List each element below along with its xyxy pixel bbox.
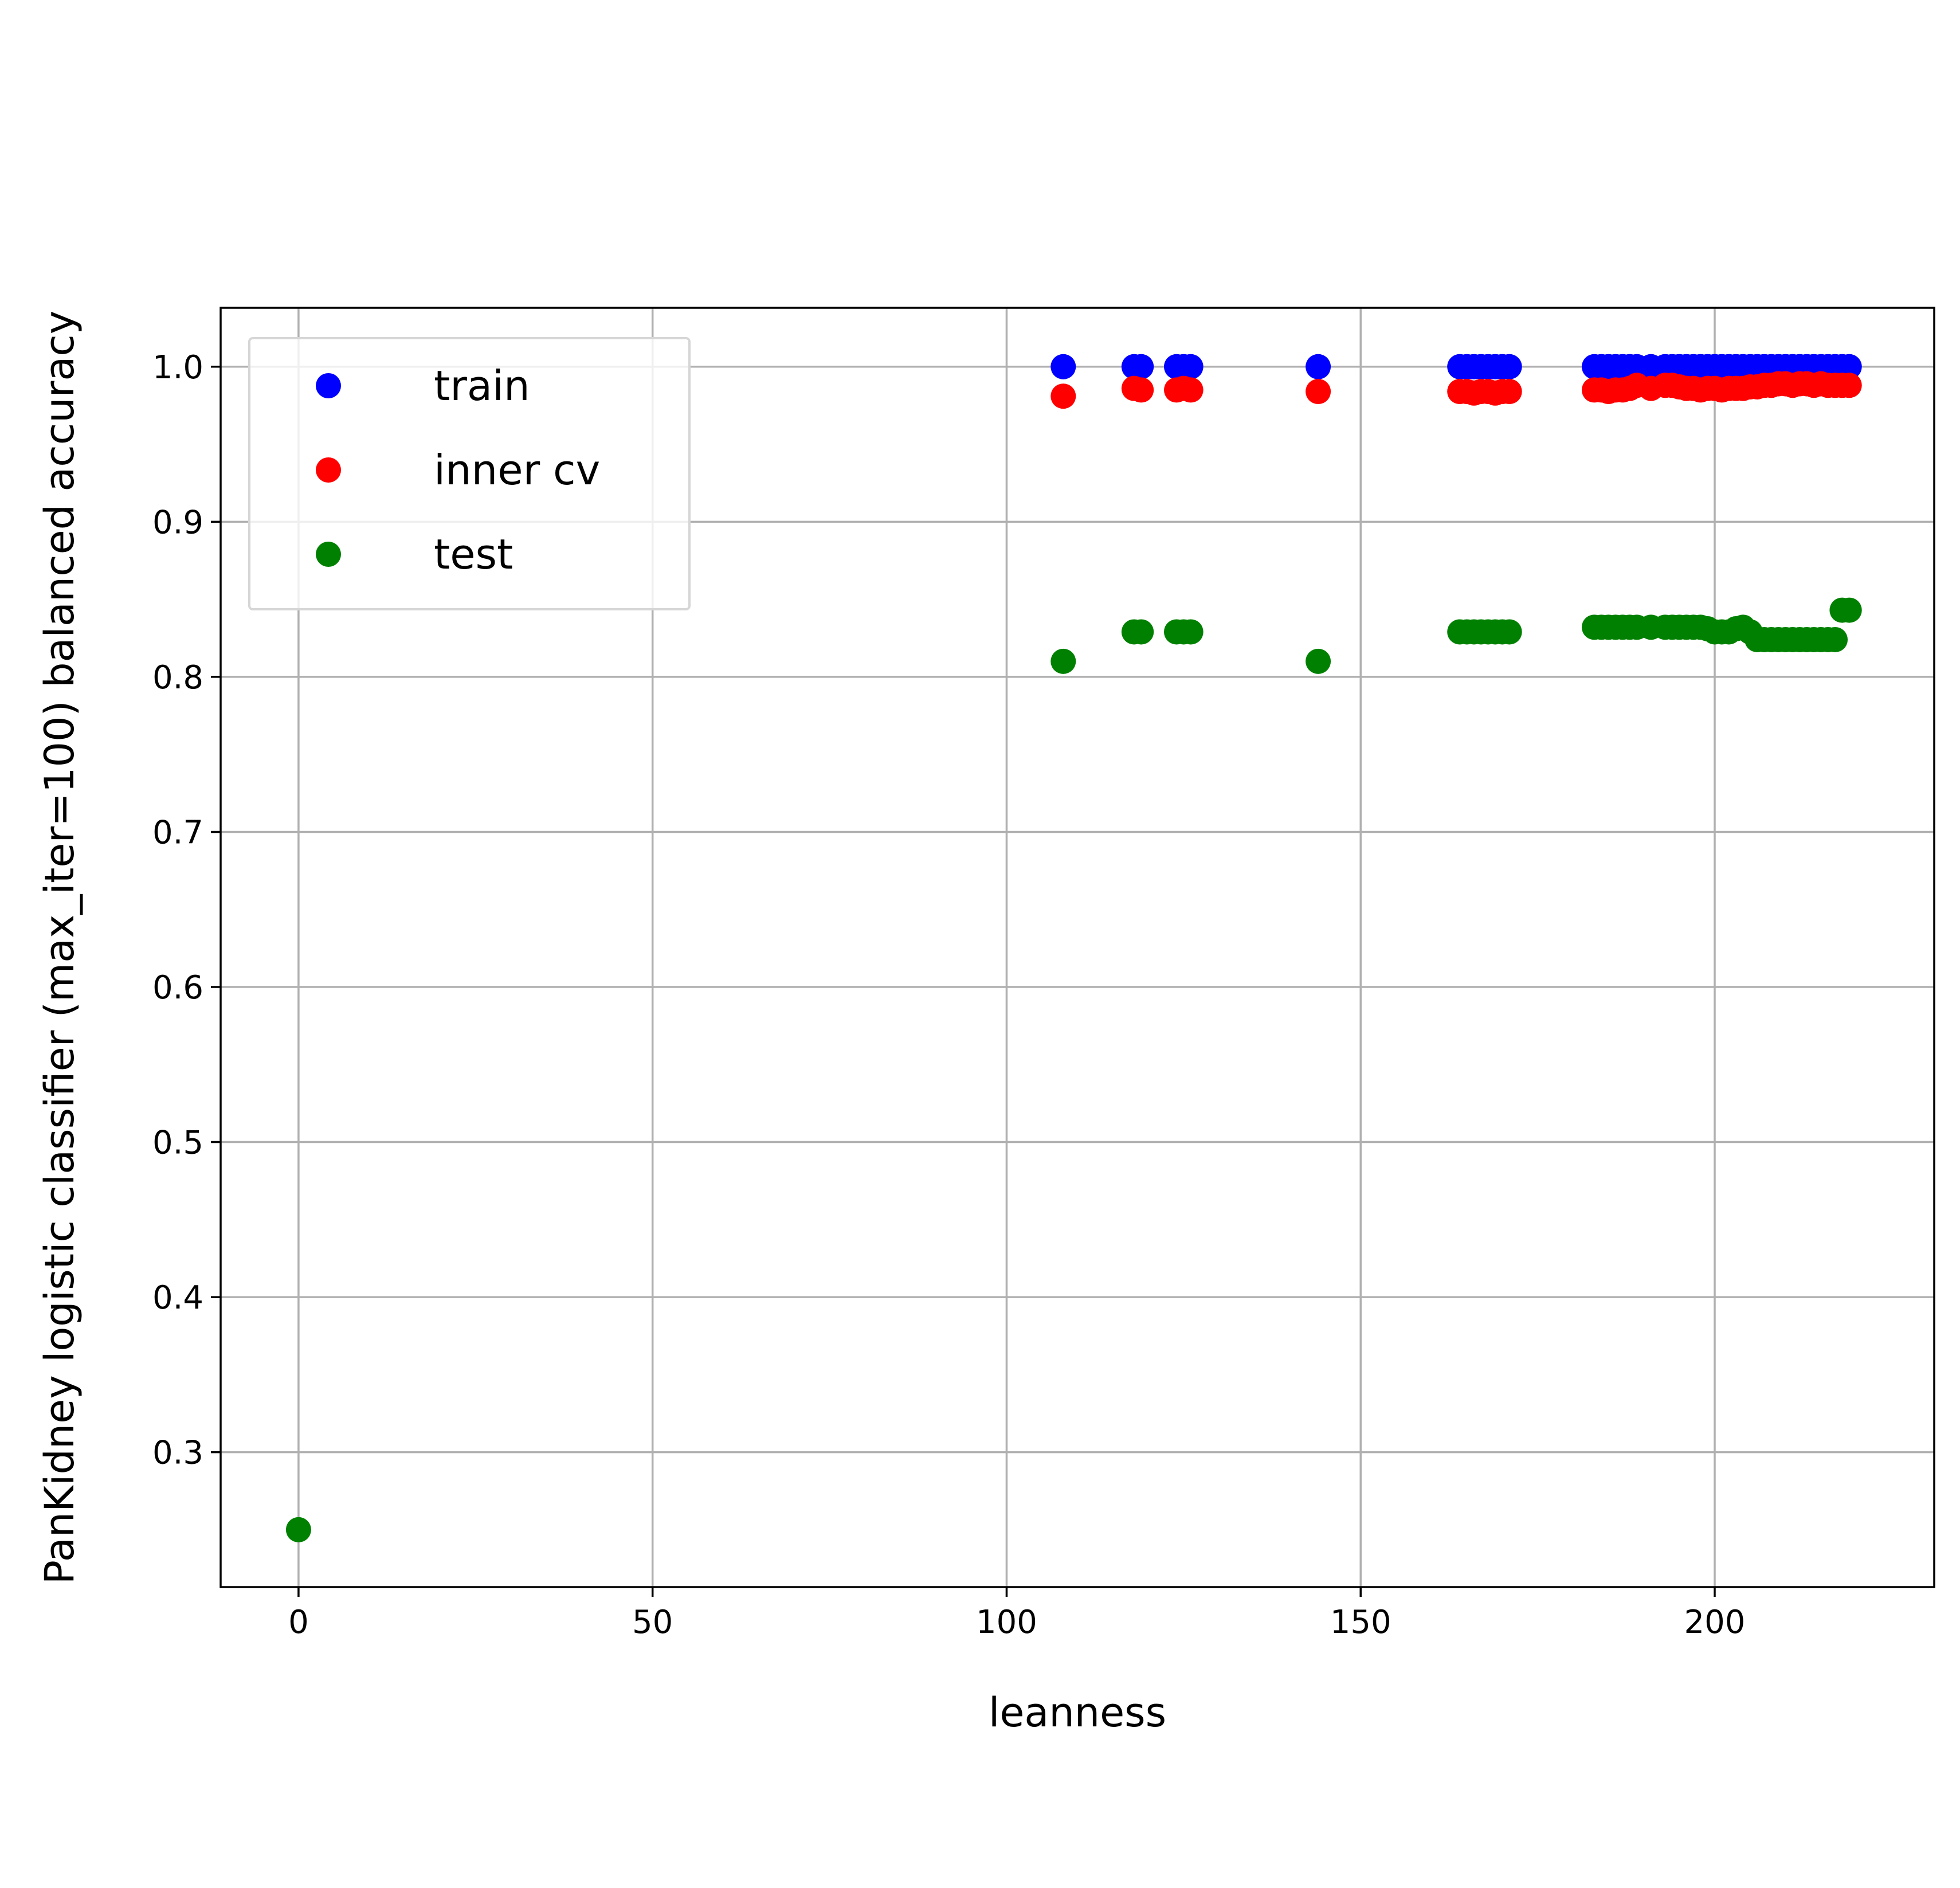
axis-ticks: 0 50 100 150 200 0.3 0.4 0.5 0.6 0.7 0.8 0.9 1.0 xyxy=(152,349,1745,1641)
data-point-train xyxy=(1306,354,1331,379)
data-point-test xyxy=(1178,619,1204,645)
data-point-inner-cv xyxy=(1496,379,1522,405)
data-point-inner-cv xyxy=(1306,379,1331,405)
data-point-inner-cv xyxy=(1178,377,1204,403)
y-tick-label: 1.0 xyxy=(152,349,203,386)
y-tick-label: 0.8 xyxy=(152,659,203,696)
legend-label-test: test xyxy=(434,530,513,578)
data-point-test xyxy=(1050,648,1076,674)
data-points xyxy=(285,354,1862,1542)
data-point-inner-cv xyxy=(1836,373,1862,398)
data-point-inner-cv xyxy=(1050,383,1076,409)
legend-marker-inner-cv xyxy=(316,457,341,483)
data-point-train xyxy=(1496,354,1522,379)
data-point-train xyxy=(1128,354,1154,379)
plot-frame xyxy=(219,307,1935,1588)
y-tick-label: 0.7 xyxy=(152,814,203,851)
legend-marker-train xyxy=(316,373,341,398)
y-tick-label: 0.6 xyxy=(152,969,203,1006)
data-point-test xyxy=(1836,597,1862,623)
y-tick-label: 0.4 xyxy=(152,1279,203,1317)
x-axis-label: leanness xyxy=(989,1689,1166,1736)
x-tick-label: 0 xyxy=(288,1604,309,1641)
y-axis-label: PanKidney logistic classifier (max_iter=… xyxy=(36,311,83,1584)
data-point-test xyxy=(1306,648,1331,674)
y-tick-label: 0.3 xyxy=(152,1435,203,1472)
y-tick-label: 0.9 xyxy=(152,504,203,541)
data-point-test xyxy=(285,1517,311,1542)
data-point-inner-cv xyxy=(1128,377,1154,403)
legend-label-train: train xyxy=(434,362,530,410)
data-point-train xyxy=(1178,354,1204,379)
x-tick-label: 150 xyxy=(1330,1604,1391,1641)
data-point-train xyxy=(1050,354,1076,379)
legend-box xyxy=(248,337,691,610)
data-point-test xyxy=(1496,619,1522,645)
data-point-test xyxy=(1128,619,1154,645)
legend: train inner cv test xyxy=(248,337,691,610)
x-tick-label: 50 xyxy=(632,1604,673,1641)
y-tick-label: 0.5 xyxy=(152,1125,203,1162)
x-tick-label: 100 xyxy=(976,1604,1037,1641)
x-tick-label: 200 xyxy=(1684,1604,1746,1641)
data-point-test xyxy=(1822,626,1848,652)
legend-label-inner-cv: inner cv xyxy=(434,446,600,494)
legend-marker-test xyxy=(316,542,341,567)
